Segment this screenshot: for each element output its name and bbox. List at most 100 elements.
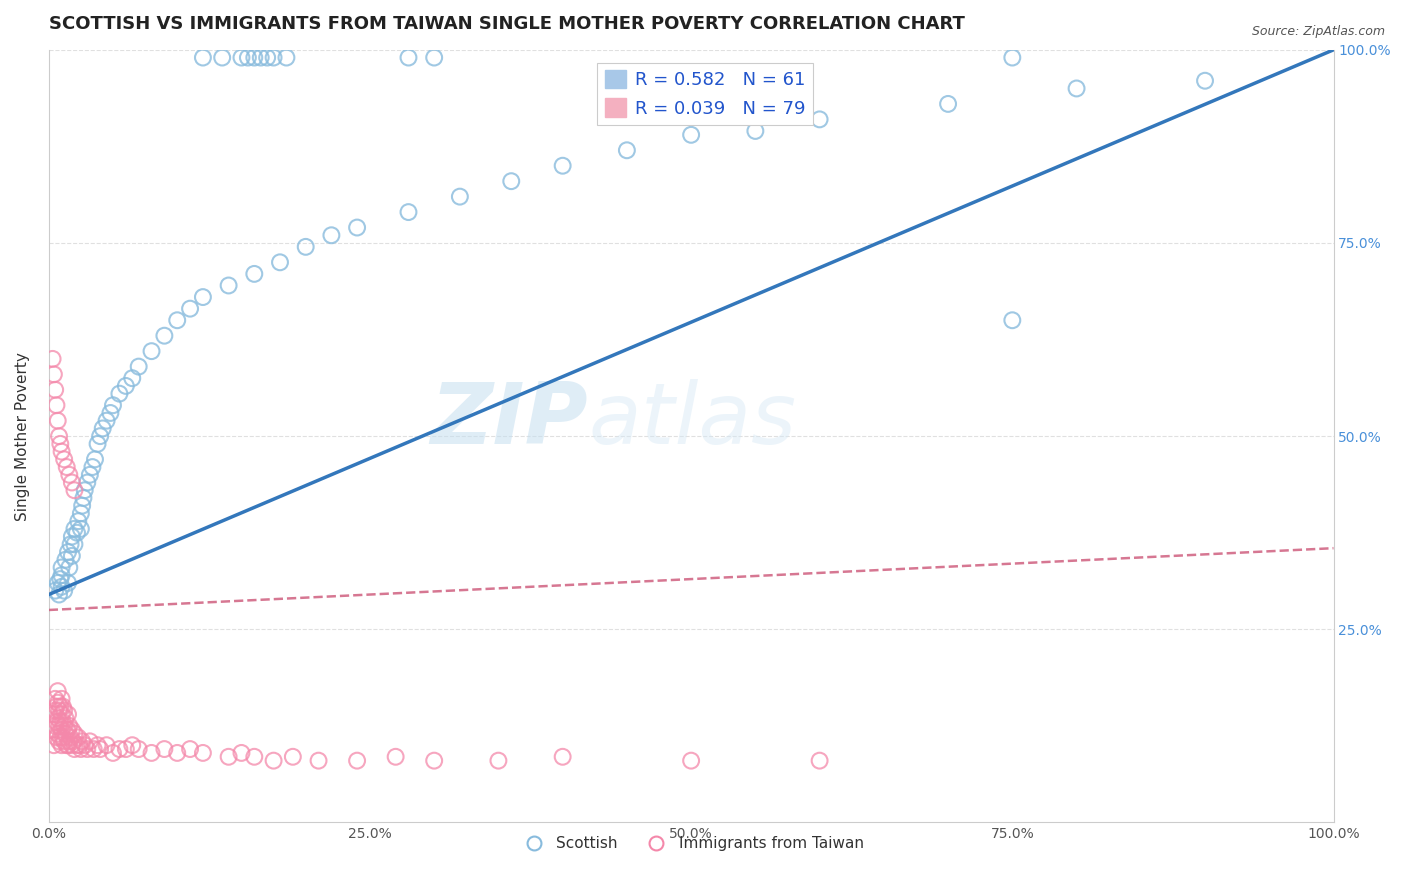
Point	[256, 51, 278, 65]
Point	[211, 51, 233, 65]
Point	[56, 738, 79, 752]
Point	[398, 51, 420, 65]
Point	[128, 742, 150, 756]
Point	[46, 696, 69, 710]
Point	[44, 583, 66, 598]
Point	[1194, 74, 1216, 88]
Point	[42, 738, 65, 752]
Point	[76, 475, 98, 490]
Y-axis label: Single Mother Poverty: Single Mother Poverty	[15, 351, 30, 521]
Point	[63, 742, 86, 756]
Point	[101, 398, 124, 412]
Point	[55, 723, 77, 737]
Point	[70, 522, 93, 536]
Point	[89, 742, 111, 756]
Point	[58, 560, 80, 574]
Point	[218, 749, 240, 764]
Point	[42, 368, 65, 382]
Point	[744, 124, 766, 138]
Point	[96, 414, 118, 428]
Point	[73, 483, 96, 498]
Point	[808, 754, 831, 768]
Point	[49, 699, 72, 714]
Point	[66, 738, 89, 752]
Point	[45, 699, 67, 714]
Point	[73, 738, 96, 752]
Point	[58, 467, 80, 482]
Point	[46, 414, 69, 428]
Point	[63, 483, 86, 498]
Point	[62, 734, 84, 748]
Point	[86, 738, 108, 752]
Point	[70, 499, 93, 513]
Point	[52, 714, 75, 729]
Point	[44, 691, 66, 706]
Point	[243, 267, 266, 281]
Point	[1001, 313, 1024, 327]
Point	[346, 754, 368, 768]
Point	[936, 96, 959, 111]
Point	[308, 754, 330, 768]
Point	[179, 742, 201, 756]
Point	[263, 51, 285, 65]
Point	[46, 726, 69, 740]
Point	[66, 525, 89, 540]
Point	[681, 754, 703, 768]
Point	[55, 738, 77, 752]
Point	[191, 746, 214, 760]
Point	[70, 742, 93, 756]
Point	[48, 703, 70, 717]
Point	[51, 580, 73, 594]
Point	[48, 734, 70, 748]
Point	[423, 754, 446, 768]
Point	[59, 731, 82, 745]
Point	[166, 313, 188, 327]
Point	[153, 328, 176, 343]
Point	[100, 406, 122, 420]
Point	[346, 220, 368, 235]
Point	[231, 746, 253, 760]
Text: Source: ZipAtlas.com: Source: ZipAtlas.com	[1251, 25, 1385, 38]
Point	[96, 738, 118, 752]
Point	[101, 746, 124, 760]
Point	[45, 731, 67, 745]
Point	[58, 719, 80, 733]
Point	[263, 754, 285, 768]
Point	[45, 398, 67, 412]
Point	[72, 491, 94, 505]
Point	[398, 205, 420, 219]
Text: atlas: atlas	[588, 379, 796, 462]
Point	[51, 707, 73, 722]
Point	[166, 746, 188, 760]
Point	[55, 711, 77, 725]
Point	[141, 344, 163, 359]
Point	[384, 749, 406, 764]
Point	[84, 452, 107, 467]
Point	[51, 738, 73, 752]
Point	[55, 553, 77, 567]
Point	[60, 723, 83, 737]
Point	[501, 174, 523, 188]
Point	[63, 726, 86, 740]
Point	[63, 522, 86, 536]
Point	[191, 290, 214, 304]
Point	[82, 460, 104, 475]
Point	[60, 549, 83, 563]
Point	[49, 572, 72, 586]
Point	[60, 530, 83, 544]
Point	[423, 51, 446, 65]
Point	[41, 351, 63, 366]
Point	[53, 719, 76, 733]
Point	[48, 588, 70, 602]
Point	[53, 703, 76, 717]
Point	[141, 746, 163, 760]
Point	[1001, 51, 1024, 65]
Text: ZIP: ZIP	[430, 379, 588, 462]
Point	[46, 576, 69, 591]
Point	[70, 734, 93, 748]
Point	[67, 731, 90, 745]
Point	[52, 731, 75, 745]
Point	[91, 421, 114, 435]
Point	[191, 51, 214, 65]
Point	[108, 386, 131, 401]
